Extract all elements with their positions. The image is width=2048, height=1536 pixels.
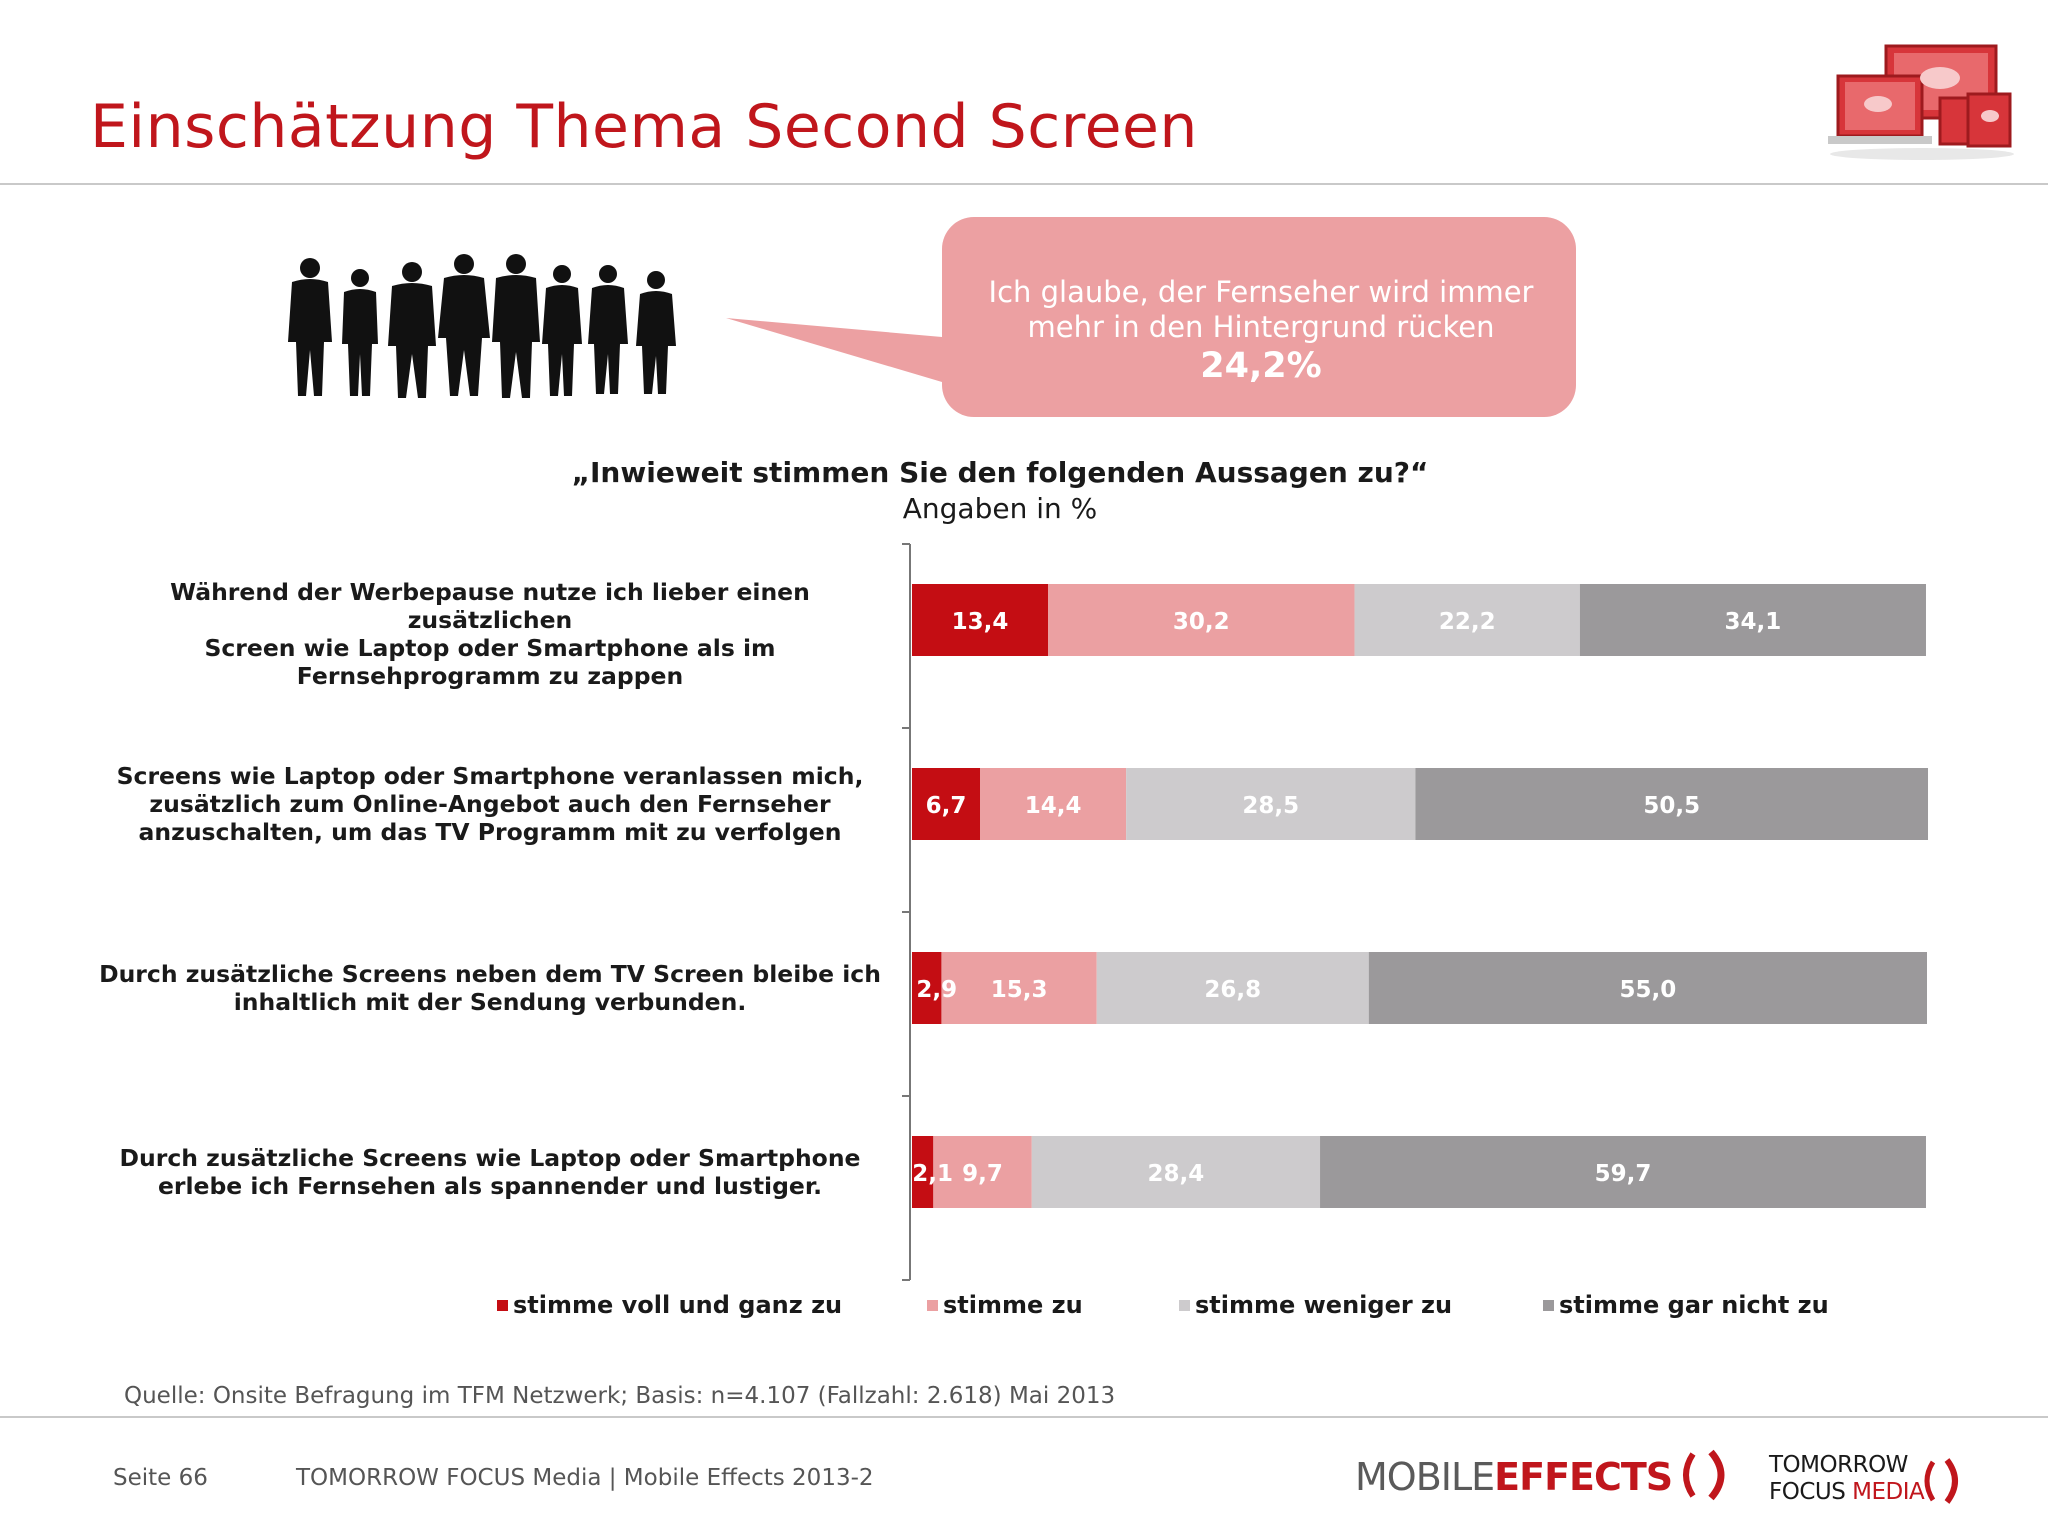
- category-label-line: Während der Werbepause nutze ich lieber …: [170, 578, 810, 634]
- callout-line-2: mehr in den Hintergrund rücken: [1027, 310, 1495, 344]
- legend-swatch: [927, 1300, 938, 1311]
- legend-item: stimme zu: [927, 1291, 1083, 1319]
- publisher-line: TOMORROW FOCUS Media | Mobile Effects 20…: [296, 1465, 874, 1491]
- data-label: 28,4: [1148, 1161, 1205, 1187]
- legend-label: stimme gar nicht zu: [1559, 1291, 1829, 1319]
- data-label: 14,4: [1025, 793, 1082, 819]
- legend-label: stimme weniger zu: [1195, 1291, 1453, 1319]
- mobile-effects-logo-part1: MOBILE: [1355, 1455, 1495, 1499]
- tfm-logo-focus: FOCUS: [1769, 1479, 1846, 1505]
- legend-label: stimme zu: [943, 1291, 1083, 1319]
- mobile-effects-logo: MOBILEEFFECTS: [1355, 1448, 1737, 1508]
- category-label-line: Screen wie Laptop oder Smartphone als im: [204, 634, 776, 662]
- legend-item: stimme voll und ganz zu: [497, 1291, 842, 1319]
- header-divider: [0, 183, 2048, 185]
- data-label: 55,0: [1620, 977, 1677, 1003]
- bar-segment: [912, 768, 981, 840]
- data-label: 6,7: [926, 793, 967, 819]
- bar-segment: [1126, 768, 1416, 840]
- chart-legend: stimme voll und ganz zu stimme zu stimme w…: [497, 1291, 1897, 1331]
- bar-segment: [1320, 1136, 1926, 1208]
- legend-swatch: [1543, 1300, 1554, 1311]
- bar-segment: [941, 952, 1097, 1024]
- category-label-line: erlebe ich Fernsehen als spannender und …: [157, 1172, 823, 1200]
- data-label: 2,9: [916, 977, 957, 1003]
- tfm-logo-line2: FOCUS MEDIA: [1769, 1479, 1925, 1505]
- people-silhouettes-icon: [288, 254, 676, 398]
- category-label-line: Fernsehprogramm zu zappen: [296, 662, 684, 690]
- category-label: Screens wie Laptop oder Smartphone veran…: [90, 762, 890, 846]
- bar-segment: [1415, 768, 1929, 840]
- page-number: Seite 66: [113, 1465, 208, 1491]
- bar-segment: [1354, 584, 1580, 656]
- mobile-effects-brackets-icon: [1683, 1449, 1725, 1501]
- tfm-brackets-icon: [1924, 1458, 1958, 1504]
- page-title: Einschätzung Thema Second Screen: [90, 92, 1198, 162]
- bar-segment: [1368, 952, 1927, 1024]
- bar-segment: [1048, 584, 1355, 656]
- bar-segment: [1096, 952, 1369, 1024]
- bar-segment: [912, 1136, 934, 1208]
- bar-segment: [1031, 1136, 1321, 1208]
- callout-value: 24,2%: [1200, 346, 1322, 386]
- legend-item: stimme gar nicht zu: [1543, 1291, 1829, 1319]
- category-label-line: Screens wie Laptop oder Smartphone veran…: [116, 762, 864, 790]
- data-label: 22,2: [1439, 609, 1496, 635]
- category-label: Während der Werbepause nutze ich lieber …: [90, 578, 890, 690]
- bar-segment: [933, 1136, 1032, 1208]
- category-label-line: inhaltlich mit der Sendung verbunden.: [233, 988, 747, 1016]
- source-note: Quelle: Onsite Befragung im TFM Netzwerk…: [124, 1383, 1116, 1409]
- bar-segment: [912, 584, 1049, 656]
- devices-cloud-icon: [1828, 44, 2014, 160]
- tfm-logo-line1: TOMORROW: [1769, 1452, 1908, 1478]
- data-label: 9,7: [962, 1161, 1003, 1187]
- category-label-line: anzuschalten, um das TV Programm mit zu …: [138, 818, 842, 846]
- data-label: 26,8: [1204, 977, 1261, 1003]
- data-label: 15,3: [991, 977, 1048, 1003]
- category-label-line: zusätzlich zum Online-Angebot auch den F…: [149, 790, 831, 818]
- bar-segment: [980, 768, 1127, 840]
- data-label: 59,7: [1595, 1161, 1652, 1187]
- data-label: 13,4: [952, 609, 1009, 635]
- legend-swatch: [1179, 1300, 1190, 1311]
- callout-text: Ich glaube, der Fernseher wird immer meh…: [943, 275, 1579, 387]
- data-label: 30,2: [1173, 609, 1230, 635]
- data-label: 50,5: [1643, 793, 1700, 819]
- legend-label: stimme voll und ganz zu: [513, 1291, 843, 1319]
- bar-segment: [1579, 584, 1926, 656]
- category-label: Durch zusätzliche Screens wie Laptop ode…: [90, 1144, 890, 1200]
- footer-divider: [0, 1416, 2048, 1418]
- data-label: 28,5: [1242, 793, 1299, 819]
- callout-bubble: [726, 217, 1576, 417]
- chart-title: „Inwieweit stimmen Sie den folgenden Aus…: [571, 456, 1429, 489]
- bar-segment: [912, 952, 942, 1024]
- category-label-line: Durch zusätzliche Screens wie Laptop ode…: [119, 1144, 861, 1172]
- data-label: 2,1: [912, 1161, 953, 1187]
- mobile-effects-logo-part2: EFFECTS: [1494, 1455, 1673, 1499]
- legend-swatch: [497, 1300, 508, 1311]
- tfm-logo-media: MEDIA: [1852, 1479, 1925, 1505]
- category-label: Durch zusätzliche Screens neben dem TV S…: [90, 960, 890, 1016]
- data-label: 34,1: [1725, 609, 1782, 635]
- legend-item: stimme weniger zu: [1179, 1291, 1452, 1319]
- chart-subtitle: Angaben in %: [902, 492, 1098, 525]
- category-label-line: Durch zusätzliche Screens neben dem TV S…: [99, 960, 881, 988]
- callout-line-1: Ich glaube, der Fernseher wird immer: [988, 275, 1534, 309]
- tomorrow-focus-media-logo: TOMORROW FOCUS MEDIA: [1769, 1452, 1969, 1512]
